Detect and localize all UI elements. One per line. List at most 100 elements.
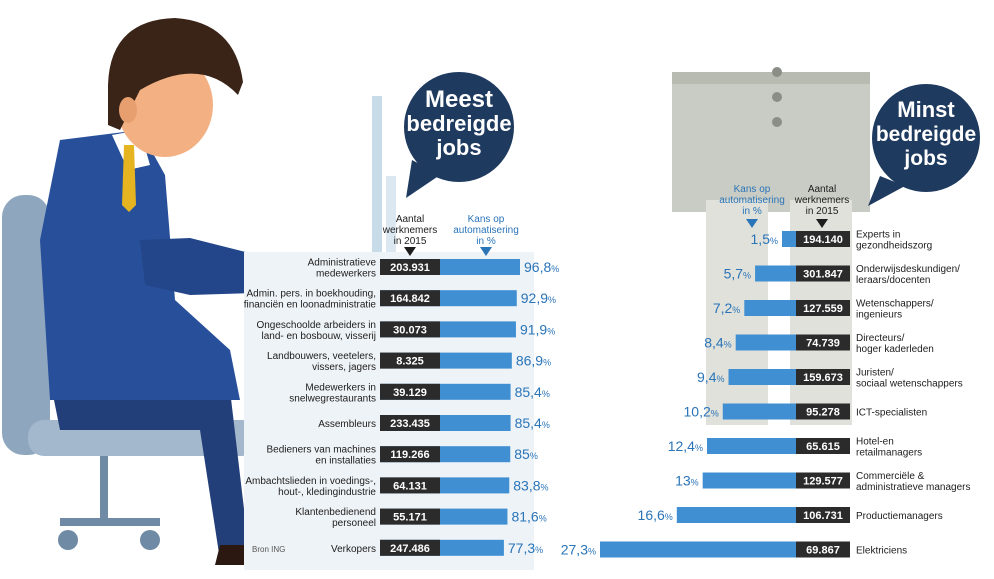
left-header-pct-3: in % (476, 236, 496, 247)
right-header-pct: Kans op automatisering in % (719, 184, 785, 228)
left-category-label: hout-, kledingindustrie (278, 487, 376, 498)
left-pct-unit: % (548, 295, 556, 305)
left-header-pct-arrow (480, 247, 492, 256)
left-header-count-1: Aantal (396, 214, 424, 225)
right-pct-label: 1,5% (751, 231, 778, 247)
right-category-label: gezondheidszorg (856, 241, 932, 252)
belt (672, 72, 870, 84)
left-pct-unit: % (543, 358, 551, 368)
right-pct-unit: % (724, 340, 732, 350)
right-category-label: Directeurs/ (856, 333, 905, 344)
right-category-label: Commerciële & (856, 471, 925, 482)
left-category-label: personeel (332, 518, 376, 529)
left-pct-unit: % (547, 326, 555, 336)
left-header-count-3: in 2015 (394, 236, 427, 247)
left-workers-label: 64.131 (393, 480, 427, 492)
right-pct-unit: % (716, 374, 724, 384)
right-header-count-3: in 2015 (806, 206, 839, 217)
left-title-line-1: Meest (425, 86, 493, 113)
left-category-label: Ongeschoolde arbeiders in (256, 320, 376, 331)
right-pct-unit: % (770, 236, 778, 246)
right-workers-label: 194.140 (803, 234, 843, 246)
left-pct-unit: % (530, 451, 538, 461)
left-pct-label: 92,9% (521, 290, 556, 306)
right-workers-label: 127.559 (803, 303, 843, 315)
right-row: 95.278 10,2% ICT-specialisten (684, 403, 927, 420)
right-header-pct-2: automatisering (719, 195, 785, 206)
left-workers-label: 30.073 (393, 324, 427, 336)
left-title-line-2: bedreigde (406, 111, 511, 136)
left-pct-unit: % (551, 264, 559, 274)
left-category-label: Landbouwers, veetelers, (267, 351, 376, 362)
right-workers-box (796, 369, 850, 385)
left-header-pct-1: Kans op (468, 214, 505, 225)
right-workers-box (796, 472, 850, 489)
right-title-line-3: jobs (903, 147, 947, 170)
left-workers-label: 39.129 (393, 387, 427, 399)
right-header-count: Aantal werknemers in 2015 (794, 184, 849, 228)
left-category-label: en installaties (315, 456, 376, 467)
left-category-label: Assembleurs (318, 419, 376, 430)
left-category-label: medewerkers (316, 269, 376, 280)
right-pct-bar (600, 541, 850, 558)
right-category-label: ingenieurs (856, 310, 902, 321)
right-pct-unit: % (711, 409, 719, 419)
left-row: 30.073 91,9% Ongeschoolde arbeiders inland… (256, 320, 555, 342)
left-pct-label: 96,8% (524, 259, 559, 275)
right-header-count-1: Aantal (808, 184, 836, 195)
right-pct-label: 13% (675, 473, 699, 489)
left-pct-label: 86,9% (516, 353, 551, 369)
left-workers-label: 119.266 (390, 449, 429, 461)
right-workers-label: 69.867 (806, 545, 840, 557)
left-workers-label: 55.171 (393, 512, 427, 524)
right-header-count-2: werknemers (794, 195, 849, 206)
right-category-label: Onderwijsdeskundigen/ (856, 264, 960, 275)
right-category-label: Experts in (856, 230, 900, 241)
left-category-label: Bedieners van machines (266, 445, 376, 456)
left-header-count: Aantal werknemers in 2015 (382, 214, 437, 256)
right-category-label: sociaal wetenschappers (856, 379, 963, 390)
right-row: 129.577 13% Commerciële &administratieve m… (675, 471, 970, 493)
right-pct-unit: % (732, 305, 740, 315)
left-workers-label: 233.435 (390, 418, 430, 430)
right-pct-label: 10,2% (684, 404, 719, 420)
left-pct-label: 91,9% (520, 321, 555, 337)
left-workers-box (380, 477, 440, 494)
left-pct-label: 81,6% (511, 509, 546, 525)
right-workers-label: 129.577 (803, 476, 843, 488)
left-row: 233.435 85,4% Assembleurs (318, 415, 550, 431)
left-row: 164.842 92,9% Admin. pers. in boekhouding,… (244, 289, 556, 311)
left-workers-label: 8.325 (396, 356, 424, 368)
right-header-pct-3: in % (742, 206, 762, 217)
hair (108, 18, 243, 130)
right-workers-label: 65.615 (806, 441, 840, 453)
right-title-line-2: bedreigde (876, 123, 976, 146)
left-workers-box (380, 508, 440, 525)
right-category-label: Wetenschappers/ (856, 299, 934, 310)
right-pct-unit: % (665, 512, 673, 522)
right-category-label: ICT-specialisten (856, 408, 927, 419)
right-workers-box (796, 334, 850, 351)
right-workers-label: 106.731 (803, 510, 843, 522)
right-category-label: administratieve managers (856, 482, 971, 493)
left-category-label: Admin. pers. in boekhouding, (246, 289, 376, 300)
right-category-label: Productiemanagers (856, 511, 943, 522)
left-row: 39.129 85,4% Medewerkers insnelwegrestaura… (289, 382, 550, 404)
right-workers-box (796, 541, 850, 558)
right-workers-box (796, 300, 850, 316)
left-category-label: land- en bosbouw, visserij (261, 331, 376, 342)
right-workers-label: 301.847 (803, 269, 843, 281)
office-worker-illustration (2, 18, 396, 565)
left-pct-unit: % (542, 389, 550, 399)
left-workers-box (380, 290, 440, 307)
right-workers-box (796, 403, 850, 420)
left-workers-box (380, 321, 440, 338)
left-pct-unit: % (539, 514, 547, 524)
right-pct-label: 27,3% (561, 542, 596, 558)
